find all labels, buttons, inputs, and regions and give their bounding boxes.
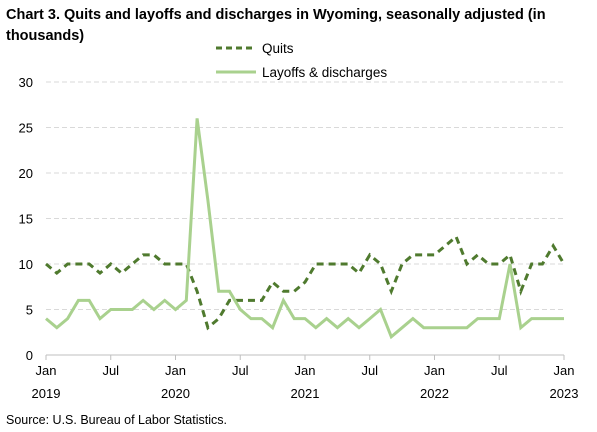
chart-title: Chart 3. Quits and layoffs and discharge… — [6, 7, 546, 44]
x-tick-label-year: 2019 — [32, 386, 61, 401]
x-tick-label-month: Jul — [361, 363, 378, 378]
legend-label-quits: Quits — [262, 40, 294, 56]
x-tick-label-month: Jan — [554, 363, 575, 378]
legend-item-layoffs: Layoffs & discharges — [216, 60, 387, 84]
x-tick-label-month: Jan — [424, 363, 445, 378]
source-note: Source: U.S. Bureau of Labor Statistics. — [6, 413, 227, 427]
quits-line — [45, 234, 566, 331]
x-tick-label-month: Jan — [295, 363, 316, 378]
layoffs-discharges-line — [45, 118, 564, 340]
x-tick-label-month: Jul — [102, 363, 119, 378]
legend-item-quits: Quits — [216, 36, 387, 60]
y-tick-label: 25 — [19, 121, 33, 136]
legend: Quits Layoffs & discharges — [216, 36, 387, 84]
y-tick-label: 30 — [19, 75, 33, 90]
x-tick-label-month: Jul — [232, 363, 249, 378]
x-tick-label-year: 2022 — [420, 386, 449, 401]
y-tick-label: 5 — [26, 303, 33, 318]
x-tick-label-year: 2020 — [161, 386, 190, 401]
y-tick-label: 10 — [19, 257, 33, 272]
x-tick-label-year: 2023 — [550, 386, 579, 401]
x-tick-label-month: Jul — [491, 363, 508, 378]
x-tick-label-year: 2021 — [291, 386, 320, 401]
x-tick-label-month: Jan — [165, 363, 186, 378]
y-tick-label: 0 — [26, 348, 33, 363]
legend-label-layoffs: Layoffs & discharges — [262, 64, 388, 80]
legend-swatch-layoffs — [216, 70, 256, 74]
y-tick-label: 20 — [19, 166, 33, 181]
legend-swatch-quits — [216, 46, 256, 50]
x-tick-label-month: Jan — [36, 363, 57, 378]
y-tick-label: 15 — [19, 212, 33, 227]
